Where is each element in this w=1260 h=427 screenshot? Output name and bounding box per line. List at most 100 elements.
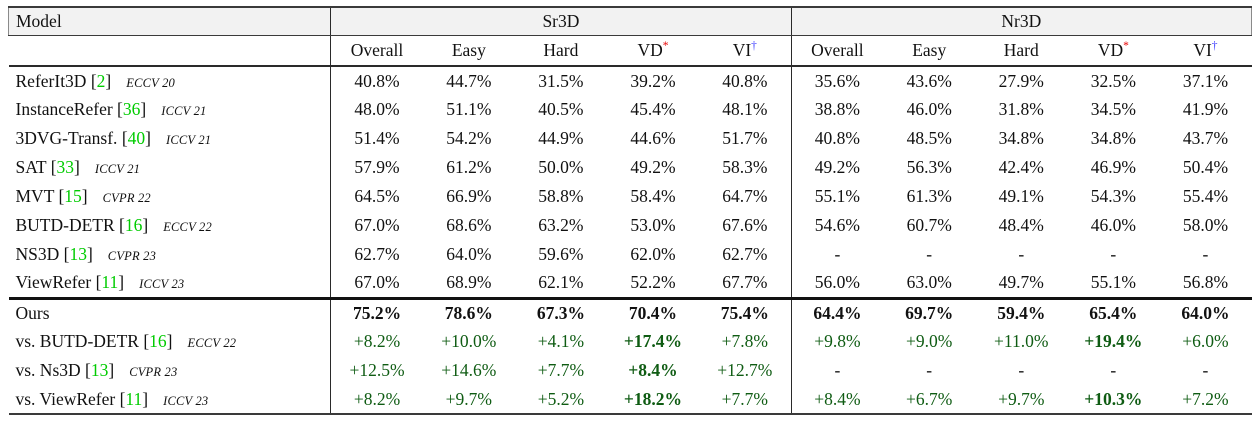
model-name: vs. BUTD-DETR	[15, 331, 139, 351]
model-cell: ReferIt3D [2] ECCV 20	[9, 66, 331, 95]
cell-sr3d-overall: 40.8%	[330, 66, 423, 95]
cell-sr3d-hard: +7.7%	[537, 360, 585, 380]
cell-sr3d-hard: 58.8%	[538, 186, 584, 206]
cell-nr3d-easy: 48.5%	[906, 128, 952, 148]
citation-number: 13	[69, 244, 87, 264]
cell-sr3d-vi: 51.7%	[722, 128, 768, 148]
cell-nr3d-hard: 31.8%	[998, 99, 1044, 119]
model-name: MVT	[15, 186, 55, 206]
model-cell: NS3D [13] CVPR 23	[9, 240, 331, 269]
subheader-label: Easy	[451, 40, 486, 60]
subheader-row: Overall Easy Hard VD* VI† Overall Easy Hard VD* V…	[8, 35, 1252, 67]
subheader-label: VI	[1193, 40, 1212, 60]
model-name: BUTD-DETR	[15, 215, 115, 235]
model-name: ReferIt3D	[15, 70, 87, 91]
model-name: 3DVG-Transf.	[15, 128, 118, 148]
cell-nr3d-overall: 54.6%	[790, 211, 884, 240]
cell-sr3d-vi: 64.7%	[722, 186, 768, 206]
cell-nr3d-overall: 55.1%	[790, 182, 884, 211]
cell-nr3d-hard: +9.7%	[975, 385, 1068, 415]
cell-nr3d-easy: +9.0%	[906, 331, 953, 351]
cite-bracket-close: ]	[86, 244, 93, 264]
table-row: InstanceRefer [36] ICCV 21 48.0% 51.1% 40.5%…	[9, 95, 1252, 124]
subheader-label: VI	[732, 40, 752, 60]
cite-bracket-open: [	[90, 70, 97, 91]
cell-nr3d-easy: 43.6%	[906, 70, 952, 91]
table-row: 3DVG-Transf. [40] ICCV 21 51.4% 54.2% 44.9% 4…	[9, 124, 1252, 153]
cell-nr3d-overall: +8.4%	[790, 385, 884, 415]
citation-number: 11	[101, 272, 119, 293]
cell-sr3d-easy: 68.9%	[446, 272, 492, 293]
cell-nr3d-vi: 64.0%	[1159, 296, 1252, 327]
citation-number: 16	[149, 331, 167, 351]
model-column-spacer	[8, 35, 331, 67]
cell-sr3d-overall: 64.5%	[330, 182, 423, 211]
cell-sr3d-vi: +12.7%	[717, 360, 773, 380]
cell-nr3d-overall: 35.6%	[790, 66, 884, 95]
subheader-vd: VD*	[606, 35, 699, 67]
subheader-easy: Easy	[422, 35, 515, 67]
cell-sr3d-overall: +8.2%	[330, 327, 423, 356]
cell-nr3d-hard: 48.4%	[998, 215, 1044, 235]
cell-nr3d-hard: 49.7%	[998, 272, 1044, 293]
cell-nr3d-overall: -	[790, 240, 884, 269]
cell-nr3d-vi: +6.0%	[1182, 331, 1229, 351]
citation-number: 2	[96, 70, 106, 91]
group-header-sr3d: Sr3D	[330, 6, 792, 36]
cell-nr3d-vd: 46.9%	[1090, 157, 1136, 177]
cell-nr3d-vd: 55.1%	[1090, 272, 1136, 293]
citation-number: 13	[90, 360, 109, 380]
cell-sr3d-overall: +8.2%	[330, 385, 423, 415]
cell-sr3d-easy: 64.0%	[446, 244, 492, 264]
cell-sr3d-vd: 44.6%	[630, 128, 676, 148]
model-cell: ViewRefer [11] ICCV 23	[9, 269, 331, 298]
citation-number: 16	[124, 215, 143, 235]
table-row: vs. ViewRefer [11] ICCV 23 +8.2% +9.7% +5.2%…	[8, 385, 1252, 415]
subheader-label: VD	[637, 40, 663, 60]
cell-sr3d-vd: 39.2%	[630, 70, 676, 91]
cite-bracket-close: ]	[166, 331, 173, 351]
cell-sr3d-hard: 67.3%	[514, 296, 607, 327]
asterisk-marker: *	[1123, 40, 1129, 53]
cell-nr3d-easy: -	[926, 244, 933, 264]
cite-bracket-open: [	[50, 157, 57, 177]
model-name: ViewRefer	[15, 272, 92, 293]
cell-nr3d-easy: 69.7%	[883, 296, 976, 327]
cell-nr3d-vi: 41.9%	[1182, 99, 1229, 119]
table-row: BUTD-DETR [16] ECCV 22 67.0% 68.6% 63.2% 53.0…	[9, 211, 1252, 240]
cite-bracket-close: ]	[81, 186, 88, 206]
paper-table-container: Model Sr3D Nr3D Overall Easy Hard VD* VI† Ove…	[7, 6, 1253, 415]
cell-nr3d-vd: +10.3%	[1067, 385, 1160, 415]
cell-sr3d-vd: 62.0%	[630, 244, 676, 264]
cell-nr3d-vd: -	[1110, 244, 1117, 264]
model-name: InstanceRefer	[15, 99, 113, 119]
cell-sr3d-vi: +7.8%	[721, 331, 768, 351]
cell-nr3d-vd: 32.5%	[1090, 70, 1136, 91]
cell-sr3d-vi: 75.4%	[698, 296, 792, 327]
citation-number: 11	[125, 388, 143, 409]
model-cell: SAT [33] ICCV 21	[9, 153, 331, 182]
cell-sr3d-vi: 40.8%	[722, 70, 768, 91]
cell-nr3d-vd: 65.4%	[1067, 296, 1160, 327]
cell-nr3d-vd: 34.5%	[1090, 99, 1136, 119]
subheader-hard: Hard	[514, 35, 607, 67]
cell-sr3d-easy: 54.2%	[446, 128, 492, 148]
subheader-vi: VI†	[698, 35, 792, 67]
cite-bracket-close: ]	[118, 272, 125, 293]
results-table: Model Sr3D Nr3D Overall Easy Hard VD* VI† Ove…	[7, 6, 1253, 415]
venue-label: ICCV 23	[139, 277, 185, 292]
cell-sr3d-hard: 50.0%	[538, 157, 584, 177]
cell-nr3d-easy: 61.3%	[906, 186, 952, 206]
cell-nr3d-easy: -	[926, 360, 933, 380]
cell-sr3d-vd: 53.0%	[630, 215, 676, 235]
cell-sr3d-vd: 45.4%	[630, 99, 676, 119]
subheader-vi: VI†	[1159, 35, 1252, 67]
cell-sr3d-vi: +7.7%	[698, 385, 792, 415]
citation-number: 36	[122, 99, 141, 119]
model-name: Ours	[15, 302, 50, 323]
cell-nr3d-vi: 50.4%	[1182, 157, 1229, 177]
cite-bracket-open: [	[117, 99, 123, 119]
cell-sr3d-overall: 51.4%	[330, 124, 423, 153]
cell-nr3d-vi: -	[1202, 244, 1209, 264]
table-row: MVT [15] CVPR 22 64.5% 66.9% 58.8% 58.4% 64.7%…	[9, 182, 1252, 211]
